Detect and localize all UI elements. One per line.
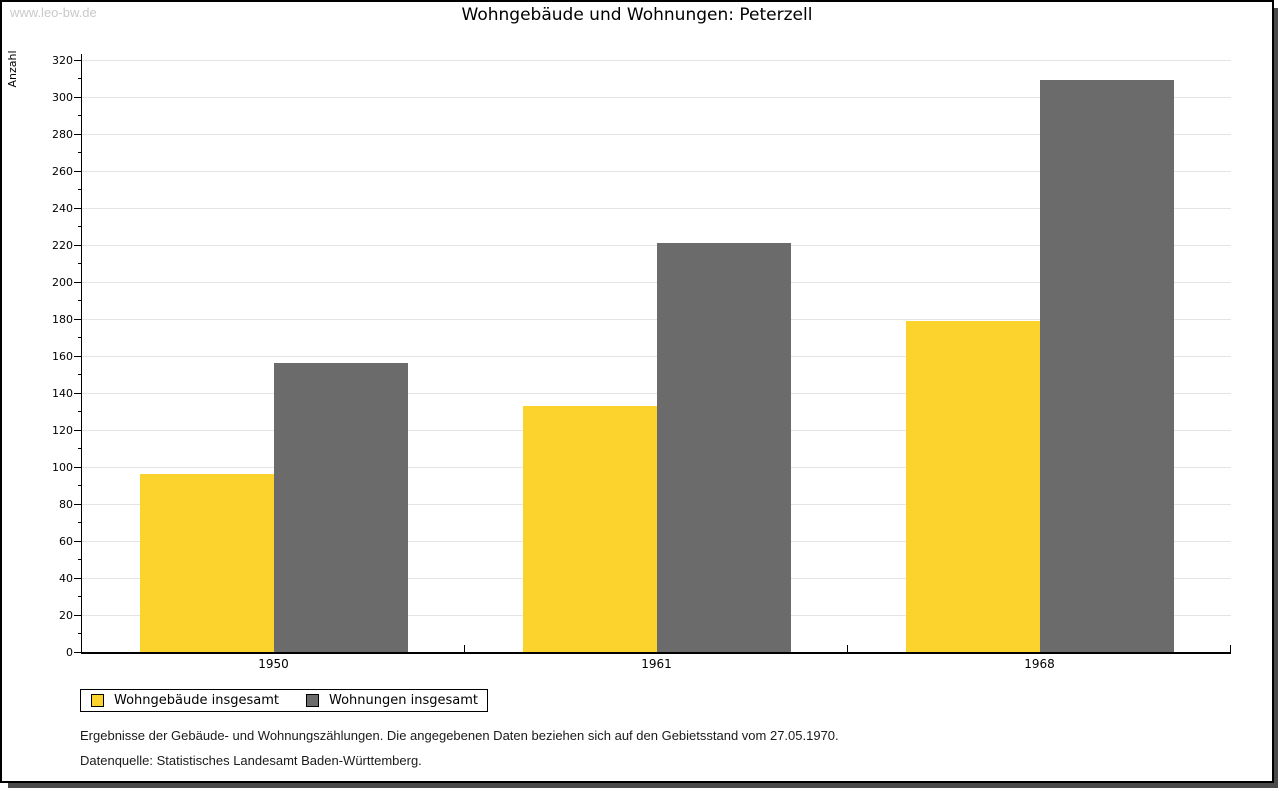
bar-wohngebaeude-1961 xyxy=(522,405,657,652)
y-major-tick xyxy=(74,355,82,357)
y-axis-line xyxy=(80,54,82,652)
y-minor-tick xyxy=(78,78,82,79)
y-minor-tick xyxy=(78,485,82,486)
x-category-label: 1950 xyxy=(258,657,289,671)
x-axis-line xyxy=(80,652,1231,654)
footnote-source-note: Ergebnisse der Gebäude- und Wohnungszähl… xyxy=(80,728,839,743)
y-minor-tick xyxy=(78,374,82,375)
y-gridline xyxy=(82,133,1231,135)
x-category-label: 1961 xyxy=(641,657,672,671)
page-shadow-right xyxy=(1274,8,1278,788)
y-tick-label: 260 xyxy=(52,164,73,178)
y-major-tick xyxy=(74,392,82,394)
page-shadow-bottom xyxy=(8,783,1278,788)
y-tick-label: 60 xyxy=(59,534,73,548)
watermark: www.leo-bw.de xyxy=(10,5,97,20)
y-major-tick xyxy=(74,503,82,505)
legend-swatch-yellow xyxy=(91,694,104,707)
y-major-tick xyxy=(74,577,82,579)
chart-title: Wohngebäude und Wohnungen: Peterzell xyxy=(461,5,813,25)
x-interval-tick xyxy=(1230,645,1231,653)
y-major-tick xyxy=(74,429,82,431)
y-minor-tick xyxy=(78,152,82,153)
y-tick-label: 160 xyxy=(52,349,73,363)
y-minor-tick xyxy=(78,559,82,560)
y-minor-tick xyxy=(78,633,82,634)
y-major-tick xyxy=(74,133,82,135)
legend-item-wohngebaeude: Wohngebäude insgesamt xyxy=(91,690,279,711)
y-minor-tick xyxy=(78,115,82,116)
y-tick-label: 320 xyxy=(52,53,73,67)
y-tick-label: 120 xyxy=(52,423,73,437)
y-minor-tick xyxy=(78,263,82,264)
y-major-tick xyxy=(74,244,82,246)
legend-label: Wohnungen insgesamt xyxy=(329,693,478,708)
y-tick-label: 240 xyxy=(52,201,73,215)
bar-wohngebaeude-1968 xyxy=(905,320,1040,652)
y-major-tick xyxy=(74,96,82,98)
legend-item-wohnungen: Wohnungen insgesamt xyxy=(306,690,478,711)
y-gridline xyxy=(82,170,1231,172)
y-minor-tick xyxy=(78,411,82,412)
y-minor-tick xyxy=(78,337,82,338)
y-major-tick xyxy=(74,614,82,616)
y-tick-label: 80 xyxy=(59,497,73,511)
y-tick-label: 220 xyxy=(52,238,73,252)
y-tick-label: 180 xyxy=(52,312,73,326)
y-major-tick xyxy=(74,281,82,283)
y-major-tick xyxy=(74,466,82,468)
bar-wohngebaeude-1950 xyxy=(139,474,274,652)
legend-swatch-gray xyxy=(306,694,319,707)
y-minor-tick xyxy=(78,448,82,449)
y-tick-label: 300 xyxy=(52,90,73,104)
bar-wohnungen-1968 xyxy=(1039,80,1174,652)
y-major-tick xyxy=(74,540,82,542)
y-tick-label: 20 xyxy=(59,608,73,622)
y-major-tick xyxy=(74,318,82,320)
y-tick-label: 200 xyxy=(52,275,73,289)
y-major-tick xyxy=(74,207,82,209)
x-interval-tick xyxy=(847,645,848,653)
y-tick-label: 100 xyxy=(52,460,73,474)
bar-wohnungen-1961 xyxy=(656,243,791,652)
y-tick-label: 280 xyxy=(52,127,73,141)
x-interval-tick xyxy=(464,645,465,653)
y-major-tick xyxy=(74,170,82,172)
y-tick-label: 0 xyxy=(66,645,73,659)
y-minor-tick xyxy=(78,300,82,301)
y-major-tick xyxy=(74,59,82,61)
y-tick-label: 40 xyxy=(59,571,73,585)
y-minor-tick xyxy=(78,522,82,523)
footnote-data-source: Datenquelle: Statistisches Landesamt Bad… xyxy=(80,753,422,768)
y-minor-tick xyxy=(78,189,82,190)
bar-wohnungen-1950 xyxy=(273,363,408,652)
y-tick-label: 140 xyxy=(52,386,73,400)
y-minor-tick xyxy=(78,596,82,597)
y-minor-tick xyxy=(78,226,82,227)
y-gridline xyxy=(82,59,1231,61)
y-gridline xyxy=(82,96,1231,98)
y-major-tick xyxy=(74,651,82,653)
legend-box: Wohngebäude insgesamt Wohnungen insgesam… xyxy=(80,689,488,712)
y-gridline xyxy=(82,207,1231,209)
x-category-label: 1968 xyxy=(1024,657,1055,671)
legend-label: Wohngebäude insgesamt xyxy=(114,693,279,708)
